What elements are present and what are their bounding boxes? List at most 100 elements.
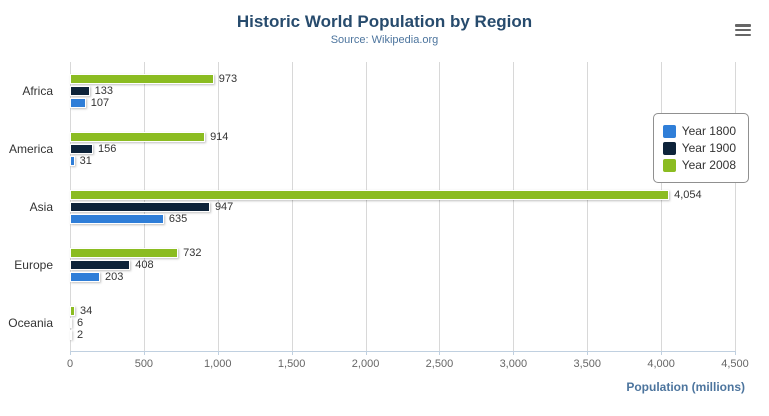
category-label-america: America — [8, 142, 53, 156]
bar-oceania-year-2008[interactable] — [70, 306, 76, 316]
bar-value-label: 732 — [183, 247, 202, 259]
legend-item-year-1800[interactable]: Year 1800 — [662, 124, 736, 138]
legend-items: Year 1800 Year 1900 Year 2008 — [662, 124, 736, 172]
bar-group-oceania: 34 6 2 — [70, 294, 735, 352]
bar-value-label: 156 — [98, 143, 117, 155]
gridline — [365, 62, 367, 351]
bar-value-label: 914 — [210, 131, 229, 143]
bar-value-label: 34 — [80, 305, 93, 317]
x-axis-tick-label: 500 — [134, 358, 154, 370]
bar-america-year-1800[interactable] — [70, 156, 75, 166]
axis-tick — [513, 351, 515, 355]
bar-row: 732 — [70, 247, 735, 259]
bar-group-america: 914 156 31 — [70, 120, 735, 178]
bar-row: 635 — [70, 213, 735, 225]
legend-symbol — [662, 158, 676, 172]
bar-group-africa: 973 133 107 — [70, 62, 735, 120]
category-label-europe: Europe — [14, 258, 53, 272]
hamburger-menu-icon[interactable] — [735, 24, 751, 36]
legend-item-year-2008[interactable]: Year 2008 — [662, 158, 736, 172]
hamburger-line — [735, 28, 751, 32]
plot-area: 973 133 107 914 156 31 4,054 947 635 732 408 203 34 6… — [70, 62, 736, 355]
bar-row: 408 — [70, 259, 735, 271]
axis-tick — [70, 351, 71, 355]
hamburger-line — [735, 33, 751, 36]
chart-title: Historic World Population by Region — [236, 12, 533, 31]
chart-subtitle: Source: Wikipedia.org — [330, 34, 439, 46]
category-label-africa: Africa — [22, 84, 53, 98]
axis-tick — [143, 351, 145, 355]
bar-asia-year-1800[interactable] — [70, 214, 164, 224]
legend-label: Year 2008 — [681, 158, 736, 172]
x-axis-tick-labels: 0 500 1,000 1,500 2,000 2,500 3,000 3,500 4,000 4… — [66, 358, 749, 372]
bar-row: 4,054 — [70, 190, 735, 201]
x-axis-tick-label: 3,500 — [573, 358, 601, 370]
gridline — [217, 62, 219, 351]
bar-oceania-year-1900[interactable] — [70, 318, 72, 328]
bar-value-label: 947 — [214, 201, 234, 213]
bar-value-label: 107 — [90, 97, 110, 109]
legend-symbol — [662, 124, 676, 138]
bar-value-label: 6 — [77, 317, 84, 329]
bar-row: 156 — [70, 143, 735, 155]
axis-tick — [735, 351, 736, 355]
gridline — [735, 62, 736, 351]
legend-item-year-1900[interactable]: Year 1900 — [662, 141, 736, 155]
legend-label: Year 1900 — [681, 141, 736, 155]
bar-group-asia: 4,054 947 635 — [70, 178, 735, 236]
axis-tick — [291, 351, 293, 355]
bar-row: 34 — [70, 305, 735, 317]
category-label-oceania: Oceania — [8, 316, 53, 330]
bar-value-label: 635 — [168, 213, 188, 225]
x-axis-tick-label: 0 — [66, 358, 74, 370]
bar-america-year-2008[interactable] — [70, 132, 206, 142]
axis-tick — [661, 351, 663, 355]
bar-value-label: 31 — [79, 155, 92, 167]
legend-symbol — [662, 141, 676, 155]
axis-tick — [439, 351, 441, 355]
bar-value-label: 133 — [94, 85, 113, 97]
bar-europe-year-1900[interactable] — [70, 260, 131, 270]
bar-oceania-year-1800[interactable] — [70, 330, 72, 340]
category-label-asia: Asia — [29, 200, 53, 214]
legend-label: Year 1800 — [681, 124, 736, 138]
bar-row: 947 — [70, 201, 735, 213]
gridline — [291, 62, 293, 351]
bar-asia-year-2008[interactable] — [70, 190, 670, 200]
x-axis-tick-label: 1,000 — [204, 358, 232, 370]
bar-africa-year-1900[interactable] — [70, 86, 90, 96]
bar-value-label: 2 — [77, 329, 84, 341]
bar-europe-year-2008[interactable] — [70, 248, 179, 258]
gridline — [587, 62, 589, 351]
legend: Year 1800 Year 1900 Year 2008 — [652, 113, 749, 183]
bar-row: 203 — [70, 271, 735, 283]
bar-africa-year-1800[interactable] — [70, 98, 86, 108]
x-axis-tick-label: 2,500 — [425, 358, 454, 370]
bar-groups: 973 133 107 914 156 31 4,054 947 635 732 408 203 34 6… — [70, 62, 735, 351]
bar-value-label: 408 — [135, 259, 154, 271]
bar-america-year-1900[interactable] — [70, 144, 94, 154]
bar-row: 973 — [70, 73, 735, 85]
y-axis-category-labels: Africa America Asia Europe Oceania — [0, 62, 62, 352]
bar-value-label: 973 — [218, 73, 238, 85]
gridline — [661, 62, 663, 351]
axis-tick — [365, 351, 367, 355]
bar-africa-year-2008[interactable] — [70, 74, 214, 84]
bar-value-label: 203 — [104, 271, 124, 283]
x-axis-tick-label: 3,000 — [499, 358, 528, 370]
bar-row: 914 — [70, 131, 735, 143]
x-axis-tick-label: 4,500 — [721, 358, 749, 370]
x-axis-tick-label: 1,500 — [277, 358, 306, 370]
bar-row: 6 — [70, 317, 735, 329]
axis-tick — [217, 351, 219, 355]
x-axis-title: Population (millions) — [626, 380, 745, 394]
x-axis-tick-label: 2,000 — [351, 358, 380, 370]
bar-asia-year-1900[interactable] — [70, 202, 210, 212]
bar-row: 107 — [70, 97, 735, 109]
bar-row: 31 — [70, 155, 735, 167]
bar-row: 133 — [70, 85, 735, 97]
hamburger-line — [735, 24, 751, 27]
axis-tick — [587, 351, 589, 355]
bar-europe-year-1800[interactable] — [70, 272, 100, 282]
